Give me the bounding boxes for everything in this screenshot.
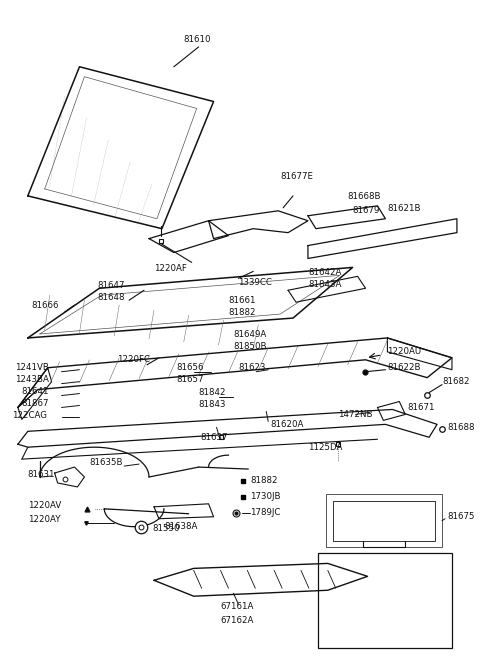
- Text: 81648: 81648: [97, 293, 125, 302]
- Text: 1789JC: 1789JC: [251, 509, 281, 517]
- Text: 1220AV: 1220AV: [28, 501, 61, 510]
- Text: 81671: 81671: [407, 403, 435, 412]
- Text: 81677E: 81677E: [280, 171, 313, 181]
- Text: 81642A: 81642A: [308, 268, 341, 277]
- Text: 81620A: 81620A: [270, 420, 303, 429]
- Text: 81649A: 81649A: [233, 330, 267, 340]
- Text: 1220AF: 1220AF: [154, 264, 187, 273]
- Text: 1220AY: 1220AY: [28, 515, 60, 524]
- Text: 67162A: 67162A: [220, 616, 254, 625]
- Text: 81621B: 81621B: [387, 204, 421, 214]
- Text: 81550: 81550: [152, 524, 180, 533]
- Text: 122CAG: 122CAG: [12, 411, 47, 420]
- Text: 81661: 81661: [228, 296, 256, 305]
- Text: 1339CC: 1339CC: [239, 278, 272, 287]
- Text: 81850B: 81850B: [233, 342, 267, 351]
- Text: 81638A: 81638A: [164, 522, 197, 531]
- Text: 81882: 81882: [251, 476, 278, 486]
- Text: 81882: 81882: [228, 307, 256, 317]
- Text: 1472NB: 1472NB: [338, 410, 372, 419]
- Text: 81843: 81843: [199, 400, 226, 409]
- Text: 81843A: 81843A: [308, 280, 341, 289]
- Text: 81675: 81675: [447, 512, 475, 521]
- Text: 81679: 81679: [353, 206, 380, 215]
- Text: 1125DA: 1125DA: [308, 443, 342, 452]
- Text: 1241VB: 1241VB: [15, 363, 49, 373]
- Text: 81610: 81610: [184, 35, 211, 45]
- Text: 81666: 81666: [32, 301, 60, 309]
- Text: 81647: 81647: [97, 281, 125, 290]
- Text: 81682: 81682: [442, 377, 469, 386]
- Text: 81657: 81657: [177, 375, 204, 384]
- Text: 81622B: 81622B: [387, 363, 421, 373]
- Text: 81637: 81637: [201, 433, 228, 442]
- Text: 81623: 81623: [239, 363, 266, 373]
- Text: 81656: 81656: [177, 363, 204, 373]
- Text: 1243BA: 1243BA: [15, 375, 49, 384]
- Text: 1220FC: 1220FC: [117, 355, 150, 364]
- Text: 81668B: 81668B: [348, 193, 381, 202]
- Text: 81635B: 81635B: [89, 458, 123, 466]
- Text: 81641: 81641: [22, 387, 49, 396]
- Text: 81631: 81631: [28, 470, 55, 478]
- Text: 67161A: 67161A: [220, 602, 254, 610]
- Text: 1220AU: 1220AU: [387, 348, 421, 356]
- Text: 1730JB: 1730JB: [251, 492, 281, 501]
- Text: 81842: 81842: [199, 388, 226, 397]
- Bar: [318, 553, 452, 648]
- Text: 81688: 81688: [447, 423, 475, 432]
- Text: 81867: 81867: [22, 399, 49, 408]
